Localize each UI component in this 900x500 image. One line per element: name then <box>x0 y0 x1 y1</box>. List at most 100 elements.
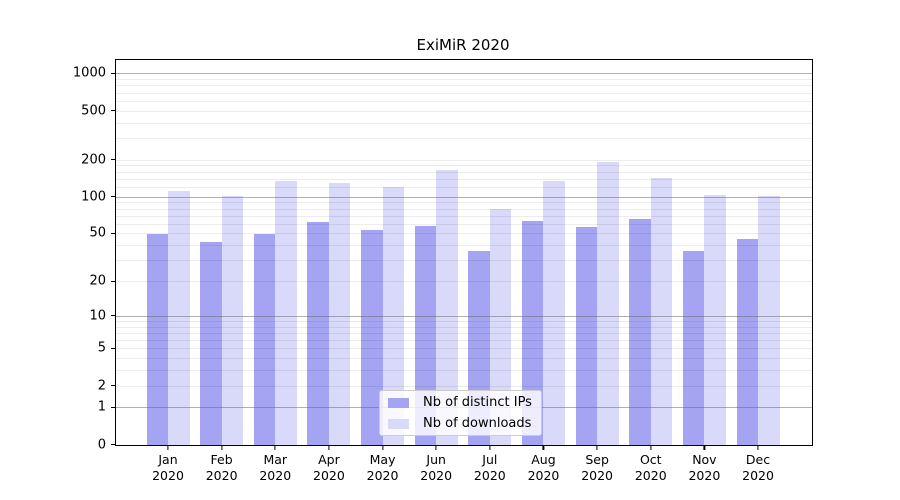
y-tick-label: 10 <box>89 308 106 324</box>
minor-gridline <box>116 223 812 225</box>
minor-gridline <box>116 385 812 387</box>
x-tickmark <box>757 445 759 450</box>
bar-distinct-ips-jan <box>146 233 168 445</box>
bar-distinct-ips-dec <box>736 239 759 445</box>
bar-distinct-ips-may <box>361 229 383 445</box>
x-label-year: 2020 <box>420 467 453 483</box>
y-tickmark <box>111 406 116 408</box>
x-tickmark <box>489 445 491 450</box>
bar-downloads-dec <box>758 195 780 445</box>
y-tickmark <box>111 196 116 198</box>
bar-downloads-jul <box>489 209 512 445</box>
bar-downloads-oct <box>650 178 673 445</box>
x-label-month: Aug <box>531 452 556 467</box>
minor-gridline <box>116 370 812 372</box>
y-tick-label: 100 <box>81 189 106 205</box>
x-tick-label: Sep 2020 <box>581 452 613 483</box>
minor-gridline <box>116 122 812 124</box>
x-tickmark <box>542 445 545 450</box>
bar-downloads-sep <box>597 161 619 445</box>
minor-gridline <box>116 332 812 334</box>
x-label-month: Nov <box>692 452 717 467</box>
minor-gridline <box>116 138 812 140</box>
minor-gridline <box>116 208 812 210</box>
minor-gridline <box>116 320 812 322</box>
x-tickmark <box>274 445 276 450</box>
x-tick-label: Dec 2020 <box>742 452 774 483</box>
x-tickmark <box>221 445 223 450</box>
y-tickmark <box>111 347 116 349</box>
minor-gridline <box>116 100 812 102</box>
y-tickmark <box>111 444 116 446</box>
y-tickmark <box>111 159 116 161</box>
x-label-month: May <box>369 452 396 467</box>
x-label-year: 2020 <box>581 467 614 483</box>
x-tickmark <box>703 445 705 450</box>
x-label-month: Sep <box>585 452 609 467</box>
minor-gridline <box>116 281 812 282</box>
minor-gridline <box>116 85 812 87</box>
minor-gridline <box>116 326 812 328</box>
x-tickmark <box>650 445 652 450</box>
x-tick-label: Nov 2020 <box>688 452 720 483</box>
x-label-month: Jun <box>426 452 446 467</box>
x-label-year: 2020 <box>473 467 506 483</box>
x-label-year: 2020 <box>688 467 721 483</box>
legend-swatch-distinct-ips-icon <box>388 397 409 408</box>
bar-distinct-ips-feb <box>200 241 222 445</box>
legend: Nb of distinct IPs Nb of downloads <box>379 390 542 436</box>
y-tickmark <box>111 385 116 387</box>
minor-gridline <box>116 171 812 173</box>
x-label-year: 2020 <box>366 467 399 483</box>
minor-gridline <box>116 159 812 161</box>
x-label-month: Oct <box>639 452 662 467</box>
minor-gridline <box>116 202 812 204</box>
plot-area: Nb of distinct IPs Nb of downloads Jan 20… <box>73 59 813 483</box>
minor-gridline <box>116 260 812 262</box>
minor-gridline <box>116 110 812 112</box>
chart-title: ExiMiR 2020 <box>416 36 510 54</box>
x-tick-label: Jul 2020 <box>474 452 506 483</box>
x-label-month: Jul <box>482 452 498 467</box>
x-label-month: Dec <box>745 452 771 467</box>
legend-label-distinct-ips: Nb of distinct IPs <box>423 395 532 410</box>
y-tick-label: 1 <box>97 399 106 415</box>
x-label-month: Feb <box>210 452 233 467</box>
y-tick-label: 50 <box>89 225 106 241</box>
y-tickmark <box>111 315 116 317</box>
x-tick-label: Aug 2020 <box>528 452 560 483</box>
x-tick-label: Mar 2020 <box>259 452 291 483</box>
x-tick-label: Jun 2020 <box>420 452 452 483</box>
minor-gridline <box>116 233 812 235</box>
x-label-year: 2020 <box>152 467 184 483</box>
x-tick-label: May 2020 <box>367 452 399 483</box>
x-label-year: 2020 <box>259 467 292 483</box>
minor-gridline <box>116 79 812 81</box>
y-tickmark <box>111 280 116 282</box>
minor-gridline <box>116 165 812 167</box>
x-label-month: Apr <box>318 452 340 467</box>
x-label-year: 2020 <box>634 467 667 483</box>
y-tick-label: 1000 <box>72 65 106 81</box>
x-tick-label: Feb 2020 <box>206 452 238 483</box>
bar-downloads-jan <box>168 190 190 445</box>
legend-item-downloads: Nb of downloads <box>380 416 541 431</box>
bar-downloads-mar <box>275 181 297 445</box>
minor-gridline <box>116 245 812 247</box>
x-tickmark <box>167 445 169 450</box>
y-tick-label: 20 <box>89 273 106 289</box>
bar-distinct-ips-oct <box>629 219 651 445</box>
legend-swatch-downloads-icon <box>388 418 409 429</box>
x-label-month: Mar <box>263 452 288 467</box>
x-tick-label: Oct 2020 <box>635 452 667 483</box>
legend-item-distinct-ips: Nb of distinct IPs <box>380 395 541 410</box>
x-label-year: 2020 <box>527 467 560 483</box>
minor-gridline <box>116 340 812 341</box>
major-gridline <box>116 315 812 317</box>
legend-label-downloads: Nb of downloads <box>423 416 532 431</box>
x-label-year: 2020 <box>205 467 238 483</box>
y-tick-label: 2 <box>97 378 106 393</box>
minor-gridline <box>116 358 812 360</box>
x-tick-label: Apr 2020 <box>313 452 345 483</box>
minor-gridline <box>116 92 812 94</box>
